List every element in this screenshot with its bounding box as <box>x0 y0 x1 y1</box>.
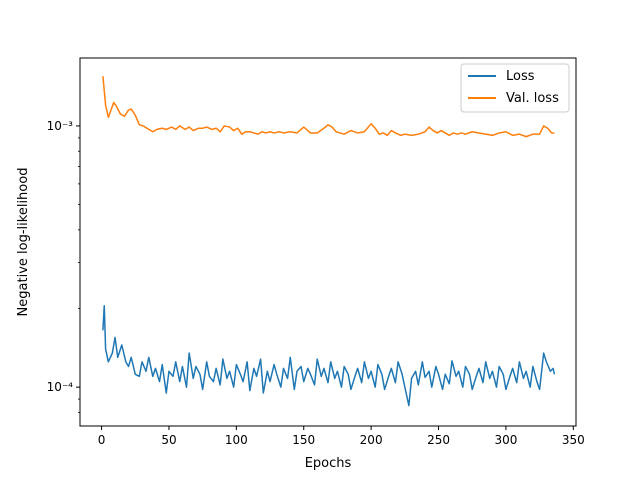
y-axis-ticks: 10⁻⁴ 10⁻³ <box>47 119 80 413</box>
series-line-loss <box>102 304 556 407</box>
y-tick-label: 10⁻³ <box>47 119 74 133</box>
x-tick-label: 200 <box>360 433 383 447</box>
series-layer <box>102 76 556 407</box>
x-tick-label: 350 <box>562 433 585 447</box>
x-tick-label: 150 <box>292 433 315 447</box>
x-tick-label: 100 <box>225 433 248 447</box>
series-line-val-loss <box>102 76 555 138</box>
x-tick-label: 0 <box>98 433 106 447</box>
legend: Loss Val. loss <box>460 63 570 113</box>
x-tick-label: 50 <box>161 433 176 447</box>
plot-frame <box>79 57 577 427</box>
x-axis-label: Epochs <box>305 456 352 471</box>
x-tick-label: 250 <box>427 433 450 447</box>
legend-label-loss: Loss <box>506 69 535 84</box>
y-tick-label: 10⁻⁴ <box>47 380 74 394</box>
x-tick-label: 300 <box>494 433 517 447</box>
x-axis-ticks: 0 50 100 150 200 250 300 350 <box>98 426 585 447</box>
legend-label-val-loss: Val. loss <box>506 91 559 106</box>
y-axis-label: Negative log-likelihood <box>16 168 31 317</box>
